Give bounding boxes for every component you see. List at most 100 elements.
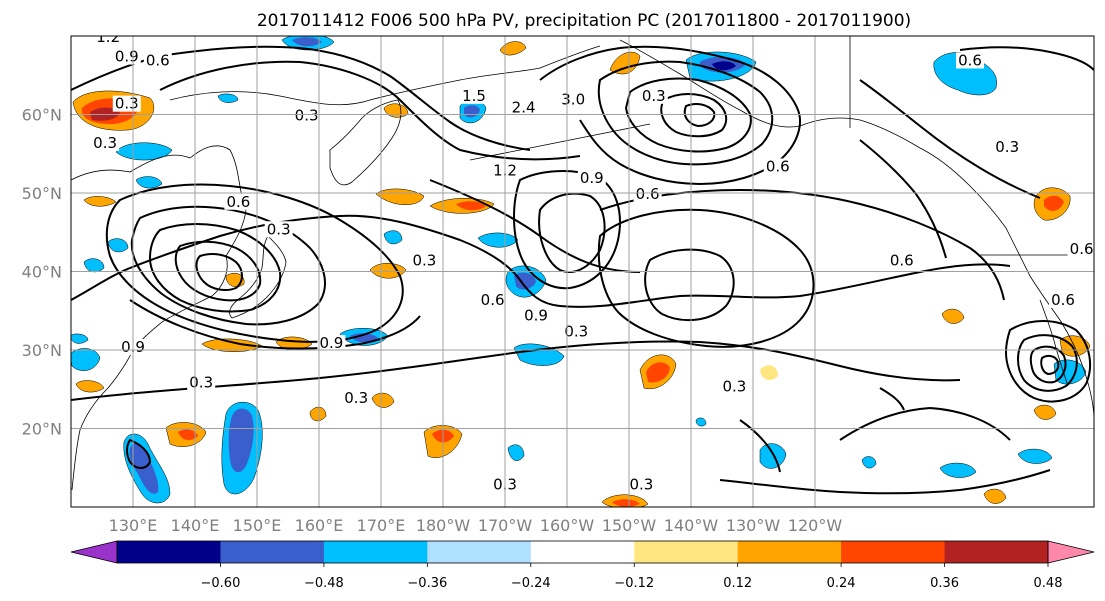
precip-positive-blob [371, 392, 395, 408]
pv-contour-1.2 [538, 192, 606, 273]
precip-negative-blob [507, 444, 525, 461]
pv-contour-0.3 [71, 214, 1011, 308]
colorbar-tick-label: −0.48 [304, 576, 344, 591]
contour-label: 0.6 [1051, 291, 1075, 309]
precip-positive-blob [609, 51, 641, 75]
gridlines [71, 36, 1094, 507]
contour-label-bg [720, 378, 749, 395]
contour-label: 0.9 [319, 334, 343, 352]
precip-positive-blob [941, 308, 965, 324]
precip-negative-blob [759, 443, 787, 469]
contour-label-bg [342, 390, 371, 407]
longitude-labels: 130°E 140°E 150°E 160°E 170°E 180°W 170°W 160°W… [109, 516, 843, 535]
contour-label: 0.3 [412, 252, 436, 270]
contour-label-bg [224, 193, 253, 210]
contour-label-bg [94, 36, 123, 45]
pv-contour-0.3 [879, 387, 905, 411]
colorbar-extend-max [1047, 540, 1095, 564]
contour-label-bg [1067, 240, 1094, 257]
pv-contour-0.6 [597, 208, 815, 348]
contour-label: 0.6 [958, 51, 982, 69]
precip-positive-blob [1044, 195, 1064, 211]
precip-positive-blob [1033, 404, 1057, 420]
contour-label-bg [478, 291, 507, 308]
contour-label: 0.3 [93, 134, 117, 152]
contour-label-bg [112, 48, 141, 65]
pv-contour-0.3 [105, 183, 404, 343]
contour-label: 0.3 [267, 220, 291, 238]
pv-contour-0.3 [719, 469, 1051, 495]
pv-contour-0.3 [739, 419, 781, 473]
contour-label-bg [887, 252, 916, 269]
colorbar-swatch [841, 541, 946, 563]
precip-positive-blob [456, 201, 486, 211]
pv-contour-0.3 [126, 438, 152, 469]
contour-label: 2.4 [512, 99, 536, 117]
precip-negative-blob [83, 258, 105, 273]
colorbar-swatch [323, 541, 428, 563]
contour-label: 1.2 [96, 28, 120, 46]
coastline-north-america [1005, 227, 1094, 421]
pv-contour-0.9 [1017, 334, 1078, 392]
lat-tick-label: 40°N [22, 263, 62, 282]
lon-tick-label: 170°E [357, 516, 406, 535]
precip-positive-blob [1059, 335, 1091, 357]
pv-contour-0.6 [859, 139, 947, 259]
pv-contour-0.3 [71, 340, 961, 401]
pv-contour-1.2 [174, 240, 262, 302]
contour-label: 0.6 [890, 252, 914, 270]
contour-label: 0.9 [580, 169, 604, 187]
pv-contour-1.2 [1029, 345, 1067, 384]
contour-label: 0.9 [524, 307, 548, 325]
colorbar: −0.60 −0.48 −0.36 −0.24 −0.12 0.12 0.24 0.36 0.4… [70, 540, 1095, 591]
lat-tick-label: 30°N [22, 341, 62, 360]
colorbar-tick-label: 0.24 [827, 576, 856, 591]
colorbar-tick-label: −0.36 [407, 576, 447, 591]
pv-contour-0.9 [644, 248, 735, 322]
contour-label: 0.3 [642, 87, 666, 105]
colorbar-swatch [117, 541, 221, 563]
lon-tick-label: 120°W [788, 516, 843, 535]
pv-contour-0.9 [148, 223, 282, 313]
colorbar-swatch [944, 541, 1049, 563]
precip-negative-blob [71, 348, 101, 371]
pv-contour-0.9 [539, 45, 801, 186]
contour-label: 0.3 [629, 475, 653, 493]
contour-label: 0.3 [995, 138, 1019, 156]
precip-positive-blob [75, 380, 105, 393]
contour-label-bg [143, 52, 172, 69]
precip-positive-blob [983, 488, 1007, 504]
pv-contour-0.3 [159, 60, 581, 161]
coastline-asia [71, 145, 247, 491]
precip-negative-blob [514, 272, 536, 290]
coastline-alaska [619, 39, 1007, 229]
contour-label: 0.3 [295, 106, 319, 124]
precip-negative-blob [695, 417, 707, 427]
contour-label-bg [956, 52, 984, 69]
map-title: 2017011412 F006 500 hPa PV, precipitatio… [257, 11, 911, 31]
contour-label: 0.6 [636, 185, 660, 203]
contour-label: 0.6 [226, 193, 250, 211]
lat-tick-label: 20°N [22, 420, 62, 439]
pv-contour-0.6 [959, 46, 1094, 71]
contour-label: 0.3 [344, 389, 368, 407]
lon-tick-label: 140°E [171, 516, 220, 535]
contour-label-bg [633, 185, 662, 202]
contour-label-bg [264, 221, 293, 238]
contour-label-bg [639, 87, 668, 104]
lon-tick-label: 150°E [233, 516, 282, 535]
lon-tick-label: 160°E [295, 516, 344, 535]
contour-label-bg [562, 323, 591, 340]
precip-negative-blob [712, 61, 736, 71]
contour-label-bg [1049, 291, 1077, 308]
contour-label: 0.6 [481, 291, 505, 309]
contour-label-bg [410, 252, 439, 269]
precip-negative-blob [107, 238, 129, 253]
contour-label: 1.5 [462, 87, 486, 105]
colorbar-tick-label: −0.24 [511, 576, 551, 591]
contour-label-bg [509, 99, 538, 116]
lon-tick-label: 160°W [540, 516, 595, 535]
contour-label: 0.3 [115, 95, 139, 113]
contour-label-bg [993, 138, 1022, 155]
contour-label-bg [91, 134, 120, 151]
